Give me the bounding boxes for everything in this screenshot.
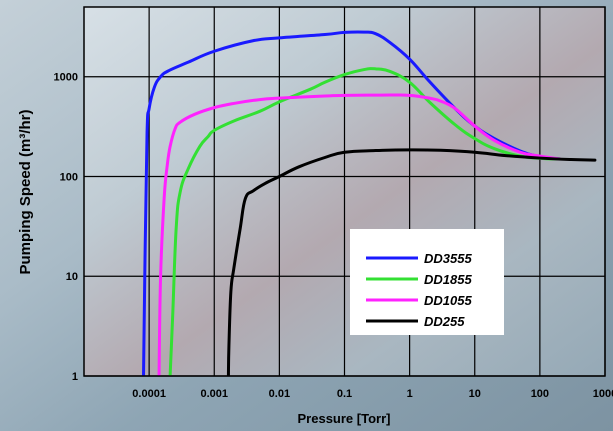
y-axis-title: Pumping Speed (m³/hr) [17, 109, 34, 274]
x-tick-label: 0.01 [269, 388, 290, 400]
x-tick-label: 1000 [593, 388, 613, 400]
x-tick-label: 1 [407, 388, 413, 400]
y-tick-label: 100 [60, 171, 78, 183]
y-tick-label: 1 [72, 371, 78, 383]
legend-label: DD1855 [424, 272, 472, 287]
legend-label: DD1055 [424, 293, 472, 308]
series-line-dd1855 [168, 67, 561, 376]
legend-label: DD255 [424, 314, 465, 329]
series-lines [142, 30, 597, 376]
x-tick-label: 100 [531, 388, 549, 400]
x-tick-label: 10 [469, 388, 481, 400]
x-axis-title: Pressure [Torr] [298, 411, 391, 426]
x-tick-label: 0.001 [200, 388, 228, 400]
legend: DD3555 DD1855 DD1055 DD255 [350, 229, 504, 335]
y-tick-label: 1000 [54, 72, 78, 84]
x-axis-ticks: 0.0001 0.001 0.01 0.1 1 10 100 1000 [132, 388, 613, 400]
legend-label: DD3555 [424, 251, 472, 266]
series-line-dd255 [226, 148, 597, 376]
x-tick-label: 0.1 [337, 388, 352, 400]
legend-box [350, 229, 504, 335]
plot-frame [83, 6, 606, 377]
y-tick-label: 10 [66, 271, 78, 283]
y-axis-ticks: 1 10 100 1000 [54, 72, 78, 383]
series-line-dd1055 [157, 93, 561, 376]
x-tick-label: 0.0001 [132, 388, 166, 400]
